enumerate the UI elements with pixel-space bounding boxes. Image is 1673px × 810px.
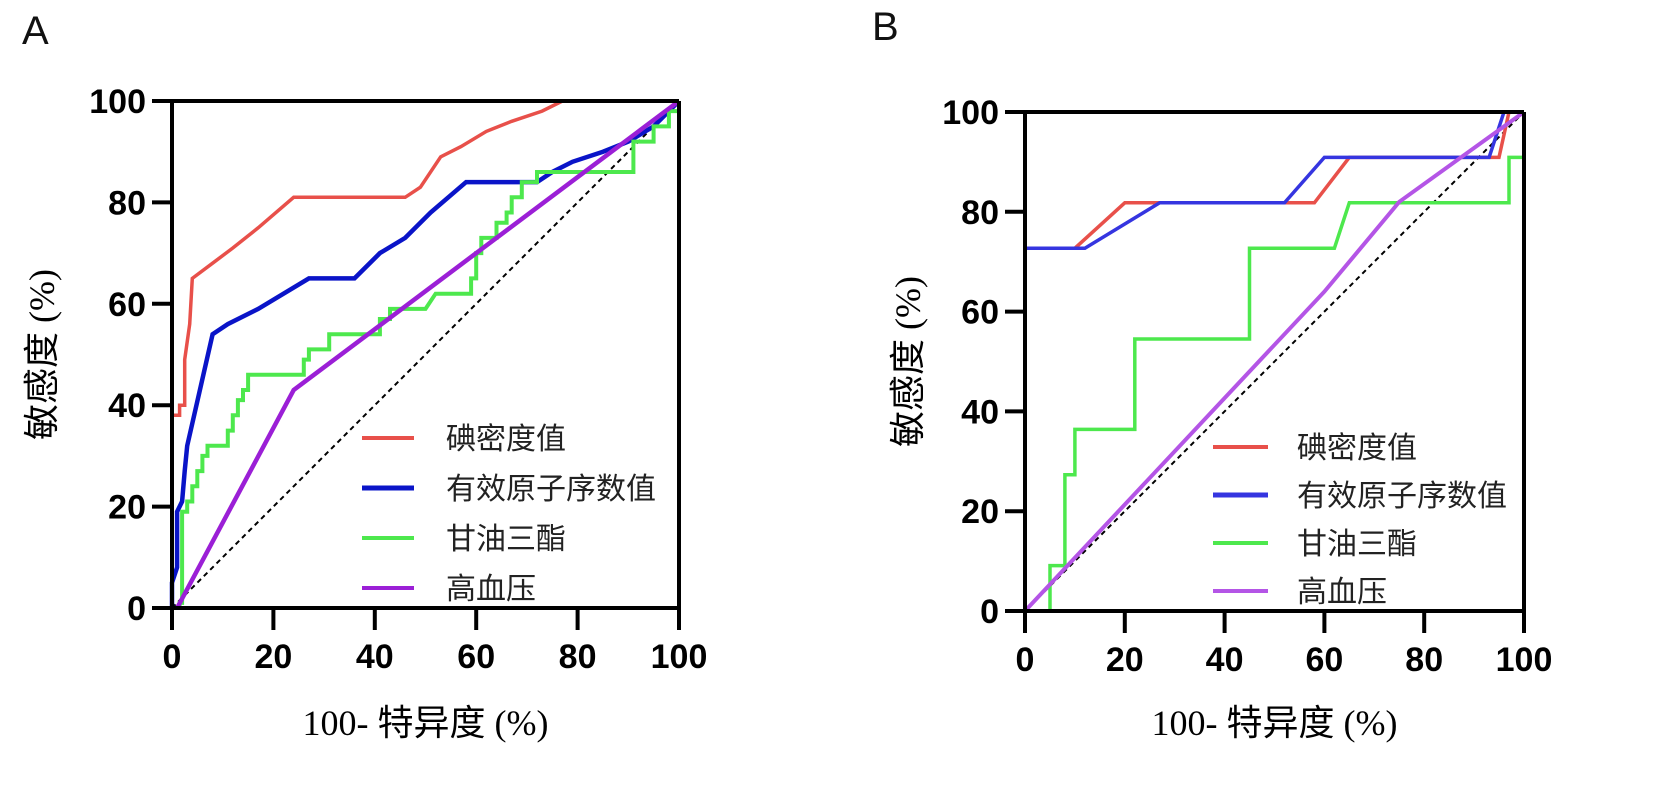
chart-panel-b: B 0 20 40 60 80 100 0 20 40 60 80 100 100- 特异度 (%) 敏感度… <box>872 5 1552 743</box>
y-tick-label: 80 <box>961 194 999 232</box>
legend-label-1: 碘密度值 <box>1297 432 1417 465</box>
x-tick-label: 100 <box>1496 641 1553 679</box>
legend-label-3: 甘油三酯 <box>1297 528 1417 561</box>
legend-label-1: 碘密度值 <box>446 423 566 456</box>
y-tick-label: 20 <box>108 489 146 527</box>
chart-panel-a: A 0 20 40 60 80 100 0 20 40 60 80 100 100- 特异度 (%) 敏感度… <box>22 9 707 743</box>
reference-line <box>1024 111 1525 612</box>
x-axis-title: 100- 特异度 (%) <box>303 703 549 743</box>
y-tick-label: 40 <box>108 387 146 425</box>
x-tick-label: 40 <box>1206 641 1244 679</box>
x-tick-label: 100 <box>651 638 708 676</box>
x-axis-title: 100- 特异度 (%) <box>1152 703 1398 743</box>
y-tick-label: 20 <box>961 493 999 531</box>
series-line-2 <box>1023 110 1524 611</box>
series-line-2 <box>169 99 681 608</box>
y-tick-label: 0 <box>980 593 999 631</box>
x-tick-label: 0 <box>163 638 182 676</box>
legend-label-2: 有效原子序数值 <box>446 473 656 506</box>
x-tick-label: 60 <box>1305 641 1343 679</box>
legend-label-4: 高血压 <box>446 573 536 606</box>
y-tick-label: 40 <box>961 393 999 431</box>
x-tick-label: 80 <box>1405 641 1443 679</box>
x-tick-label: 40 <box>356 638 394 676</box>
x-tick-label: 60 <box>457 638 495 676</box>
reference-line <box>171 100 680 609</box>
x-tick-label: 80 <box>559 638 597 676</box>
y-tick-label: 100 <box>942 94 999 132</box>
y-tick-label: 80 <box>108 184 146 222</box>
panel-letter: B <box>872 5 899 49</box>
y-tick-label: 0 <box>127 590 146 628</box>
series-line-1 <box>170 99 679 608</box>
y-axis-title: 敏感度 (%) <box>888 276 928 447</box>
x-tick-label: 20 <box>1106 641 1144 679</box>
x-tick-label: 0 <box>1016 641 1035 679</box>
panel-letter: A <box>22 9 49 53</box>
legend-label-3: 甘油三酯 <box>446 523 566 556</box>
series-line-3 <box>1025 112 1526 613</box>
y-tick-label: 60 <box>961 294 999 332</box>
x-tick-label: 20 <box>254 638 292 676</box>
series-line-3 <box>172 101 681 610</box>
y-tick-label: 100 <box>89 83 146 121</box>
series-line-4 <box>175 99 681 610</box>
legend-label-4: 高血压 <box>1297 576 1387 609</box>
legend-label-2: 有效原子序数值 <box>1297 480 1507 513</box>
series-line-4 <box>1023 110 1526 613</box>
y-axis-title: 敏感度 (%) <box>22 269 62 440</box>
y-tick-label: 60 <box>108 286 146 324</box>
